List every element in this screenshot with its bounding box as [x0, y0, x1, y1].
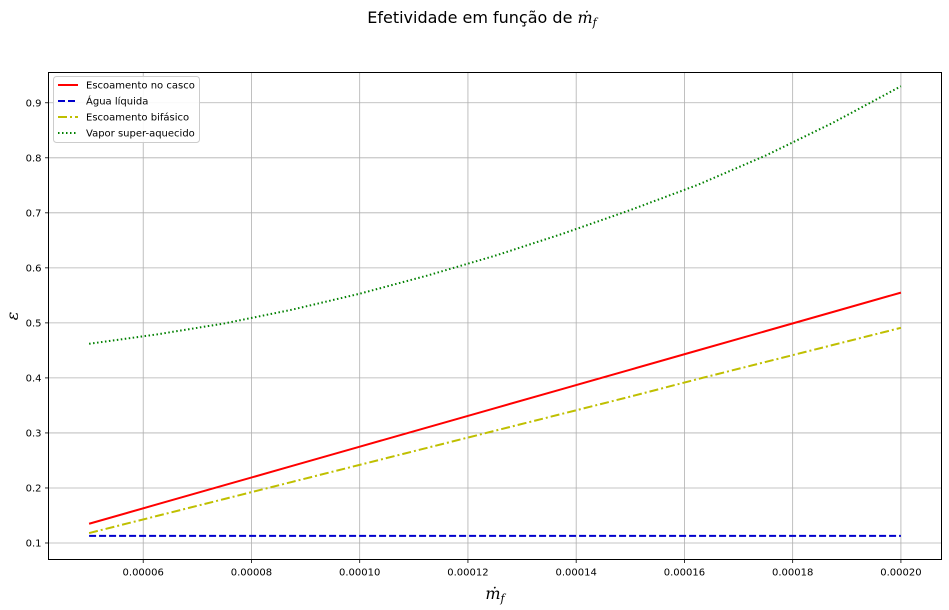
series-line-vapor-super-aquecido: [88, 85, 902, 345]
x-axis-label: ṁf: [485, 584, 506, 605]
y-tick-label: 0.7: [26, 208, 42, 219]
legend-label-escoamento-bifasico: Escoamento bifásico: [86, 112, 189, 124]
x-tick-label: 0.00012: [447, 568, 488, 579]
x-tick-label: 0.00016: [664, 568, 705, 579]
y-axis-ticks: 0.1 0.2 0.3 0.4 0.5 0.6 0.7 0.8 0.9: [26, 98, 49, 549]
grid: [48, 72, 942, 560]
y-tick-label: 0.4: [26, 373, 42, 384]
y-tick-label: 0.2: [26, 483, 42, 494]
x-tick-label: 0.00020: [880, 568, 921, 579]
legend: Escoamento no casco Água líquida Escoament…: [53, 76, 200, 143]
plot-frame: [48, 72, 942, 560]
legend-label-vapor-super-aquecido: Vapor super-aquecido: [86, 129, 195, 140]
x-tick-label: 0.00010: [339, 568, 380, 579]
x-tick-label: 0.00008: [231, 568, 272, 579]
y-axis-label: ε: [3, 312, 22, 321]
series-line-escoamento-no-casco: [88, 291, 902, 525]
x-axis-ticks: 0.00006 0.00008 0.00010 0.00012 0.00014 0.000…: [123, 559, 922, 579]
x-tick-label: 0.00006: [123, 568, 164, 579]
legend-label-escoamento-no-casco: Escoamento no casco: [86, 81, 195, 92]
y-tick-label: 0.6: [26, 263, 42, 274]
y-tick-label: 0.5: [26, 318, 42, 329]
series-line-escoamento-bifasico: [88, 326, 902, 535]
legend-label-agua-liquida: Água líquida: [86, 95, 148, 108]
y-tick-label: 0.3: [26, 428, 42, 439]
legend-box: [53, 76, 200, 143]
y-tick-label: 0.1: [26, 538, 42, 549]
series-lines: [88, 85, 902, 537]
chart-title: Efetividade em função de ṁf: [367, 8, 598, 29]
y-tick-label: 0.9: [26, 98, 42, 109]
y-tick-label: 0.8: [26, 153, 42, 164]
x-tick-label: 0.00014: [556, 568, 597, 579]
x-tick-label: 0.00018: [772, 568, 813, 579]
